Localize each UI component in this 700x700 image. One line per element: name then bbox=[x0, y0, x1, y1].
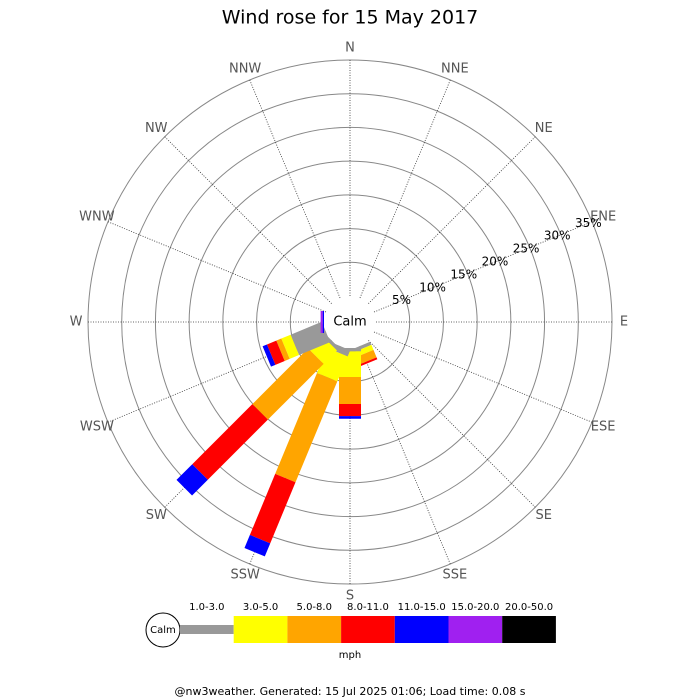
legend-swatch bbox=[287, 616, 342, 643]
wind-bar-segment bbox=[339, 416, 361, 419]
direction-label: ENE bbox=[590, 210, 616, 225]
grid-ring bbox=[121, 93, 579, 551]
direction-label: WNW bbox=[79, 210, 115, 225]
legend-swatch bbox=[448, 616, 503, 643]
wind-bar-segment bbox=[275, 372, 338, 483]
wind-bar-segment bbox=[276, 338, 290, 361]
calm-label: Calm bbox=[333, 315, 366, 330]
spoke bbox=[373, 331, 593, 423]
direction-label: SSW bbox=[230, 568, 260, 583]
direction-label: NW bbox=[145, 121, 168, 136]
wind-bar-segment bbox=[244, 534, 271, 557]
legend-label: 15.0-20.0 bbox=[451, 602, 499, 613]
spoke bbox=[373, 221, 593, 313]
wind-bar-segment bbox=[249, 473, 296, 544]
direction-label: ESE bbox=[591, 419, 616, 434]
legend-label: 20.0-50.0 bbox=[505, 602, 553, 613]
grid-ring bbox=[222, 194, 478, 450]
legend-title: mph bbox=[339, 650, 361, 661]
spoke bbox=[368, 136, 536, 304]
calm-circle bbox=[326, 298, 374, 346]
wind-bar-segment bbox=[322, 311, 324, 333]
wind-bar-segment bbox=[339, 403, 361, 417]
wind-bar-segment bbox=[320, 311, 323, 333]
spoke bbox=[359, 79, 451, 299]
spoke bbox=[359, 345, 451, 565]
direction-label: WSW bbox=[80, 419, 114, 434]
legend-calm-label: Calm bbox=[150, 625, 176, 636]
legend-label: 5.0-8.0 bbox=[297, 602, 332, 613]
r-tick-label: 30% bbox=[544, 229, 571, 243]
direction-label: E bbox=[620, 315, 628, 330]
r-tick-label: 20% bbox=[482, 254, 509, 268]
spoke bbox=[249, 79, 341, 299]
direction-label: NNW bbox=[229, 61, 261, 76]
legend-label: 8.0-11.0 bbox=[347, 602, 389, 613]
grid-ring bbox=[188, 160, 512, 484]
r-tick-label: 5% bbox=[392, 293, 411, 307]
spoke bbox=[107, 221, 327, 313]
wind-bar-segment bbox=[192, 404, 268, 480]
r-tick-label: 25% bbox=[513, 242, 540, 256]
wind-bar-segment bbox=[290, 321, 331, 356]
wind-bar-segment bbox=[356, 357, 378, 368]
spoke bbox=[164, 136, 332, 304]
direction-label: N bbox=[345, 41, 355, 56]
r-tick-label: 15% bbox=[450, 267, 477, 281]
legend-label: 3.0-5.0 bbox=[243, 602, 278, 613]
footer: @nw3weather. Generated: 15 Jul 2025 01:0… bbox=[175, 685, 526, 698]
grid-ring bbox=[154, 126, 546, 518]
legend-swatch bbox=[233, 616, 288, 643]
wind-bar-segment bbox=[266, 340, 285, 365]
direction-label: S bbox=[346, 589, 354, 604]
chart-title: Wind rose for 15 May 2017 bbox=[222, 7, 479, 29]
direction-label: SE bbox=[536, 508, 552, 523]
legend-swatch bbox=[502, 616, 556, 643]
direction-label: W bbox=[70, 315, 83, 330]
wind-bar-segment bbox=[262, 344, 276, 367]
legend-label: 1.0-3.0 bbox=[189, 602, 224, 613]
direction-label: SW bbox=[146, 508, 167, 523]
direction-label: SSE bbox=[442, 568, 467, 583]
spoke bbox=[107, 331, 327, 423]
direction-label: NNE bbox=[441, 61, 469, 76]
legend-swatch bbox=[180, 625, 234, 634]
wind-bar-segment bbox=[281, 334, 300, 359]
wind-bar-segment bbox=[252, 348, 324, 420]
wind-bar-segment bbox=[176, 464, 208, 496]
direction-label: NE bbox=[535, 121, 553, 136]
r-tick-label: 35% bbox=[575, 216, 602, 230]
wind-bar-segment bbox=[339, 376, 361, 404]
legend-swatch bbox=[394, 616, 449, 643]
legend-swatch bbox=[341, 616, 395, 643]
legend-label: 11.0-15.0 bbox=[398, 602, 446, 613]
r-tick-label: 10% bbox=[419, 280, 446, 294]
spoke bbox=[368, 340, 536, 508]
